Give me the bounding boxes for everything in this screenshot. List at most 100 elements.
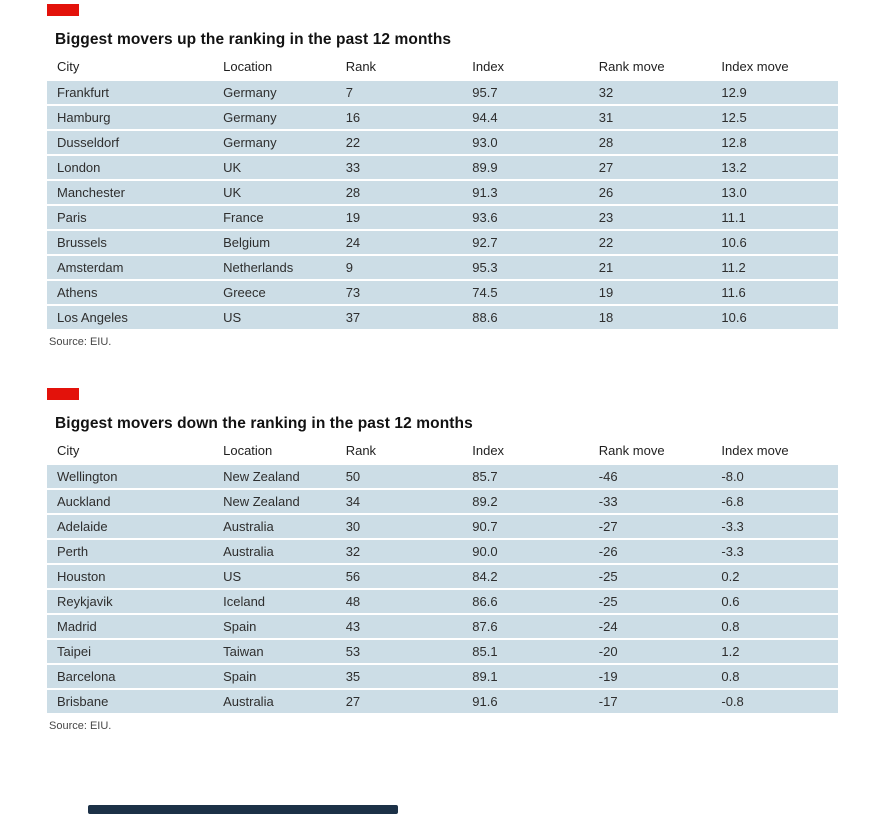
table-row: Frankfurt Germany 7 95.7 32 12.9 bbox=[47, 81, 838, 106]
movers-down-section: Biggest movers down the ranking in the p… bbox=[47, 388, 838, 732]
table-cell: Netherlands bbox=[213, 256, 336, 281]
table-cell: Hamburg bbox=[47, 106, 214, 131]
table-cell: 13.0 bbox=[711, 181, 838, 206]
table-row: Houston US 56 84.2 -25 0.2 bbox=[47, 565, 838, 590]
table-row: Dusseldorf Germany 22 93.0 28 12.8 bbox=[47, 131, 838, 156]
table-cell: 48 bbox=[335, 590, 463, 615]
table-row: London UK 33 89.9 27 13.2 bbox=[47, 156, 838, 181]
table-cell: -25 bbox=[588, 590, 712, 615]
column-header: Index move bbox=[711, 55, 838, 81]
table-cell: 27 bbox=[588, 156, 712, 181]
table-cell: 26 bbox=[588, 181, 712, 206]
table-cell: 1.2 bbox=[711, 640, 838, 665]
table-row: Madrid Spain 43 87.6 -24 0.8 bbox=[47, 615, 838, 640]
table-cell: 93.6 bbox=[462, 206, 589, 231]
table-cell: 28 bbox=[335, 181, 463, 206]
column-header: City bbox=[47, 55, 214, 81]
table-cell: 0.8 bbox=[711, 665, 838, 690]
table-cell: 11.6 bbox=[711, 281, 838, 306]
column-header: Location bbox=[213, 55, 336, 81]
table-cell: -0.8 bbox=[711, 690, 838, 715]
table-cell: 35 bbox=[335, 665, 463, 690]
table-cell: Greece bbox=[213, 281, 336, 306]
movers-up-title: Biggest movers up the ranking in the pas… bbox=[55, 31, 452, 48]
column-header: Rank move bbox=[588, 55, 712, 81]
table-cell: -8.0 bbox=[711, 465, 838, 490]
table-cell: 89.9 bbox=[462, 156, 589, 181]
table-cell: Spain bbox=[213, 665, 336, 690]
table-cell: Houston bbox=[47, 565, 214, 590]
table-cell: 94.4 bbox=[462, 106, 589, 131]
table-cell: 0.2 bbox=[711, 565, 838, 590]
table-cell: -27 bbox=[588, 515, 712, 540]
table-cell: 13.2 bbox=[711, 156, 838, 181]
table-cell: 84.2 bbox=[462, 565, 589, 590]
table-row: Brussels Belgium 24 92.7 22 10.6 bbox=[47, 231, 838, 256]
table-cell: London bbox=[47, 156, 214, 181]
table-cell: -19 bbox=[588, 665, 712, 690]
table-cell: 50 bbox=[335, 465, 463, 490]
column-header: Location bbox=[213, 439, 336, 465]
table-cell: Australia bbox=[213, 515, 336, 540]
table-cell: Wellington bbox=[47, 465, 214, 490]
table-cell: 32 bbox=[588, 81, 712, 106]
table-cell: -3.3 bbox=[711, 515, 838, 540]
table-cell: 0.6 bbox=[711, 590, 838, 615]
table-cell: 28 bbox=[588, 131, 712, 156]
table-cell: 56 bbox=[335, 565, 463, 590]
table-cell: Iceland bbox=[213, 590, 336, 615]
table-cell: Auckland bbox=[47, 490, 214, 515]
table-cell: Australia bbox=[213, 690, 336, 715]
table-cell: Athens bbox=[47, 281, 214, 306]
table-row: Reykjavik Iceland 48 86.6 -25 0.6 bbox=[47, 590, 838, 615]
column-header: Index bbox=[462, 55, 589, 81]
table-cell: Germany bbox=[213, 106, 336, 131]
table-cell: 93.0 bbox=[462, 131, 589, 156]
table-cell: 90.7 bbox=[462, 515, 589, 540]
table-cell: UK bbox=[213, 156, 336, 181]
table-cell: 31 bbox=[588, 106, 712, 131]
table-cell: Germany bbox=[213, 81, 336, 106]
table-cell: -3.3 bbox=[711, 540, 838, 565]
table-cell: 34 bbox=[335, 490, 463, 515]
table-cell: 21 bbox=[588, 256, 712, 281]
table-row: Adelaide Australia 30 90.7 -27 -3.3 bbox=[47, 515, 838, 540]
table-cell: 87.6 bbox=[462, 615, 589, 640]
table-cell: 43 bbox=[335, 615, 463, 640]
table-cell: 33 bbox=[335, 156, 463, 181]
table-cell: 10.6 bbox=[711, 306, 838, 331]
table-cell: 12.5 bbox=[711, 106, 838, 131]
column-header: Rank move bbox=[588, 439, 712, 465]
table-cell: US bbox=[213, 306, 336, 331]
column-header: Rank bbox=[335, 55, 463, 81]
table-row: Paris France 19 93.6 23 11.1 bbox=[47, 206, 838, 231]
red-tab-marker bbox=[47, 4, 79, 16]
table-cell: Madrid bbox=[47, 615, 214, 640]
table-cell: 7 bbox=[335, 81, 463, 106]
table-header: City Location Rank Index Rank move Index move bbox=[47, 55, 838, 81]
table-row: Taipei Taiwan 53 85.1 -20 1.2 bbox=[47, 640, 838, 665]
table-cell: -6.8 bbox=[711, 490, 838, 515]
table-cell: 0.8 bbox=[711, 615, 838, 640]
table-cell: Taipei bbox=[47, 640, 214, 665]
table-cell: 11.2 bbox=[711, 256, 838, 281]
table-cell: 53 bbox=[335, 640, 463, 665]
navy-bar bbox=[88, 805, 398, 814]
table-cell: Adelaide bbox=[47, 515, 214, 540]
table-cell: 16 bbox=[335, 106, 463, 131]
table-row: Hamburg Germany 16 94.4 31 12.5 bbox=[47, 106, 838, 131]
table-cell: 92.7 bbox=[462, 231, 589, 256]
table-header: City Location Rank Index Rank move Index move bbox=[47, 439, 838, 465]
table-cell: 27 bbox=[335, 690, 463, 715]
table-cell: 95.3 bbox=[462, 256, 589, 281]
table-cell: US bbox=[213, 565, 336, 590]
table-row: Perth Australia 32 90.0 -26 -3.3 bbox=[47, 540, 838, 565]
source-note: Source: EIU. bbox=[49, 720, 112, 732]
table-row: Amsterdam Netherlands 9 95.3 21 11.2 bbox=[47, 256, 838, 281]
table-cell: Perth bbox=[47, 540, 214, 565]
table-cell: Dusseldorf bbox=[47, 131, 214, 156]
movers-down-table: City Location Rank Index Rank move Index move… bbox=[47, 439, 838, 715]
table-cell: 86.6 bbox=[462, 590, 589, 615]
table-cell: -24 bbox=[588, 615, 712, 640]
table-row: Brisbane Australia 27 91.6 -17 -0.8 bbox=[47, 690, 838, 715]
